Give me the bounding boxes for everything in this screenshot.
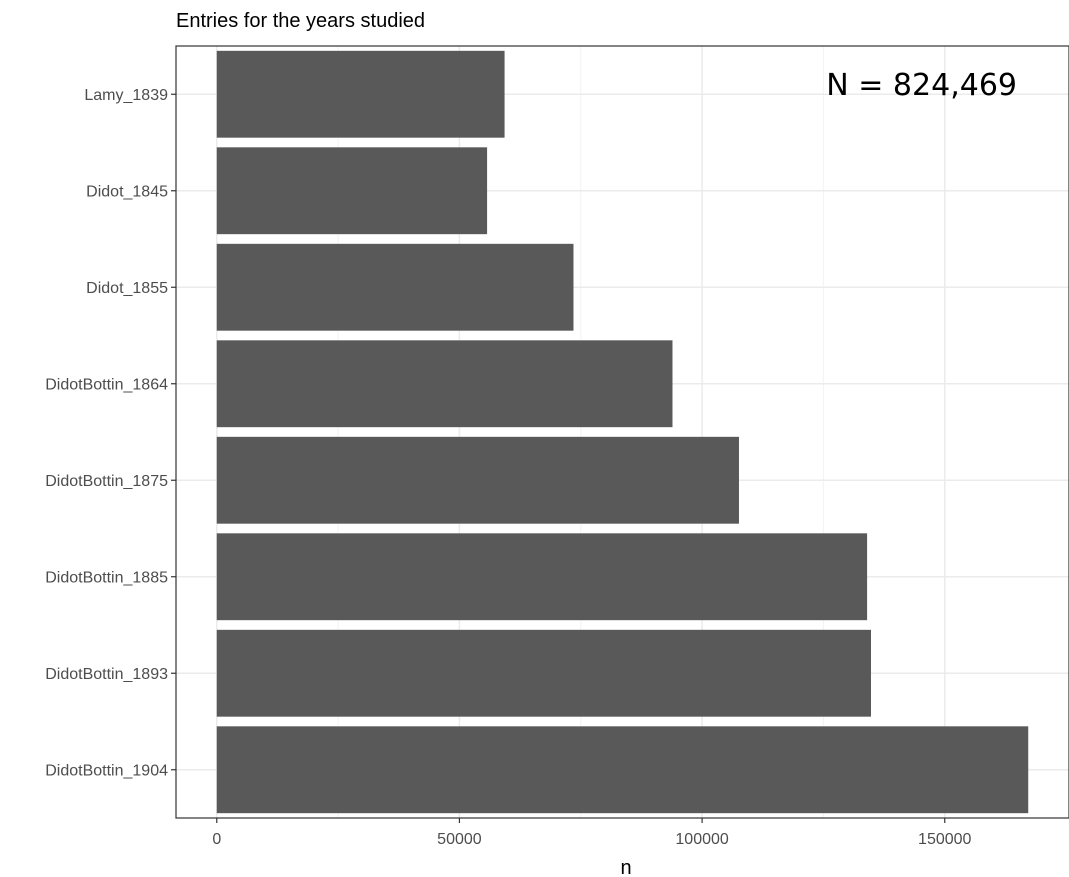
y-tick-label: Lamy_1839 [84, 87, 168, 104]
bar-DidotBottin_1893 [216, 629, 871, 717]
y-tick-label: DidotBottin_1893 [45, 666, 168, 683]
panel-border [175, 45, 1069, 819]
bar-Didot_1855 [216, 243, 574, 331]
x-tick-label: 50000 [437, 831, 482, 848]
total-annotation: N = 824,469 [826, 68, 1017, 103]
bar-DidotBottin_1904 [216, 726, 1029, 814]
bar-DidotBottin_1864 [216, 340, 673, 428]
y-tick-label: DidotBottin_1864 [45, 376, 168, 393]
y-tick-label: Didot_1845 [86, 183, 168, 200]
bars [216, 50, 1029, 814]
bar-Didot_1845 [216, 147, 488, 235]
x-tick-label: 100000 [675, 831, 728, 848]
bar-DidotBottin_1875 [216, 436, 739, 524]
x-tick-label: 150000 [918, 831, 971, 848]
x-axis-title: n [620, 857, 631, 877]
x-axis: 0 50000 100000 150000 [212, 818, 972, 848]
y-tick-label: Didot_1855 [86, 280, 168, 297]
y-axis: Lamy_1839 Didot_1845 Didot_1855 DidotBottin… [45, 87, 176, 779]
bar-DidotBottin_1885 [216, 533, 868, 621]
y-tick-label: DidotBottin_1875 [45, 473, 168, 490]
y-tick-label: DidotBottin_1885 [45, 569, 168, 586]
chart-title: Entries for the years studied [176, 10, 425, 32]
y-tick-label: DidotBottin_1904 [45, 762, 168, 779]
x-tick-label: 0 [212, 831, 221, 848]
bar-Lamy_1839 [216, 50, 505, 138]
